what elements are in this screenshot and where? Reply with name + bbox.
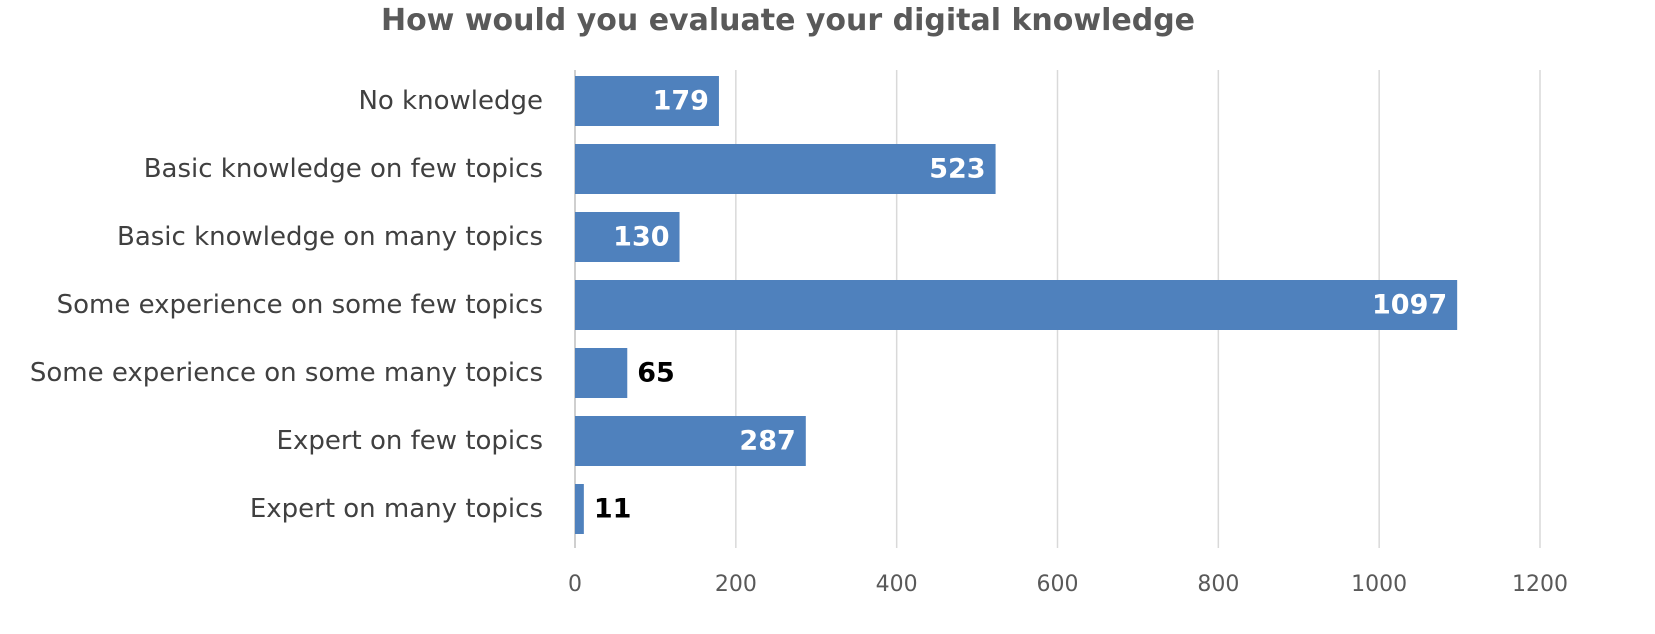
bar-2 [575,144,996,194]
chart-title: How would you evaluate your digital know… [381,3,1195,38]
data-label-3: 130 [613,222,669,253]
x-tick-label-0: 0 [568,572,582,597]
data-labels: 179 523 130 1097 65 287 11 [594,86,1447,525]
x-tick-labels: 0 200 400 600 800 1000 1200 [568,572,1568,597]
category-label-2: Basic knowledge on few topics [144,154,543,184]
bars [575,76,1458,534]
data-label-5: 65 [637,358,675,389]
category-label-7: Expert on many topics [250,494,543,524]
bar-7 [575,484,584,534]
bar-5 [575,348,628,398]
data-label-6: 287 [739,426,795,457]
x-tick-label-400: 400 [876,572,918,597]
bar-3 [575,212,680,262]
category-label-4: Some experience on some few topics [57,290,543,320]
data-label-2: 523 [929,154,985,185]
bar-4 [575,280,1458,330]
category-label-5: Some experience on some many topics [30,358,543,388]
x-tick-label-600: 600 [1037,572,1079,597]
bar-6 [575,416,806,466]
category-label-6: Expert on few topics [277,426,543,456]
data-label-1: 179 [653,86,709,117]
bar-1 [575,76,719,126]
category-labels: No knowledge Basic knowledge on few topic… [30,86,543,524]
x-tick-label-200: 200 [715,572,757,597]
x-tick-label-800: 800 [1197,572,1239,597]
category-label-1: No knowledge [358,86,543,116]
data-label-4: 1097 [1372,290,1447,321]
category-label-3: Basic knowledge on many topics [117,222,543,252]
x-tick-label-1200: 1200 [1512,572,1568,597]
data-label-7: 11 [594,494,632,525]
x-tick-label-1000: 1000 [1351,572,1407,597]
